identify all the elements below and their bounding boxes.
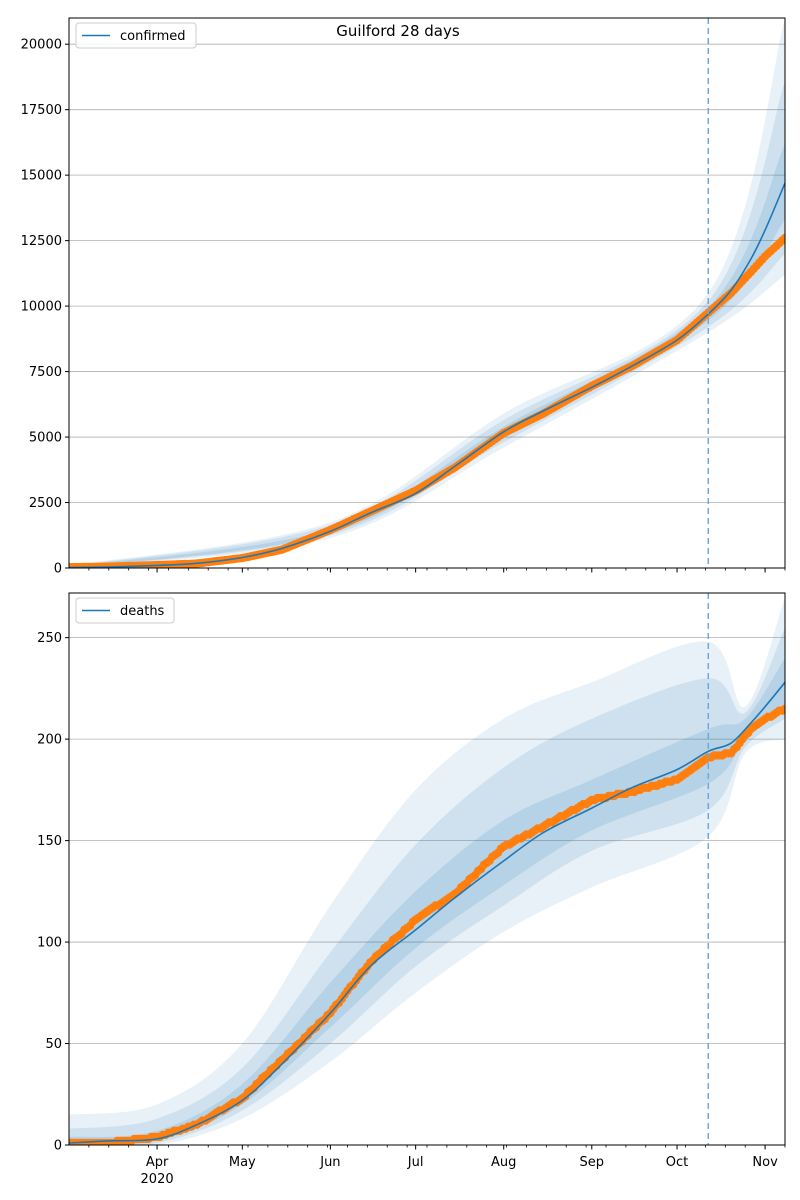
- y-tick-label: 7500: [29, 365, 62, 380]
- observed-series: [69, 233, 785, 568]
- y-tick-label: 10000: [21, 300, 62, 315]
- x-tick-label: Jul: [407, 1155, 424, 1170]
- confirmed-panel: 0 2500 5000 7500 10000 12500 15000 17500 20000 co…: [21, 17, 786, 577]
- plot-area: [69, 597, 785, 1145]
- y-tick-label: 15000: [21, 169, 62, 184]
- x-tick-label: Oct: [666, 1155, 688, 1170]
- uncertainty-band: [69, 80, 785, 568]
- observed-series: [69, 704, 785, 1145]
- y-tick-label: 250: [37, 631, 62, 646]
- y-tick-label: 12500: [21, 234, 62, 249]
- legend-label: confirmed: [120, 29, 186, 44]
- x-tick-label: Jun: [319, 1155, 340, 1170]
- y-tick-label: 2500: [29, 496, 62, 511]
- legend: deaths: [75, 597, 175, 624]
- y-tick-label: 200: [37, 733, 62, 748]
- legend: confirmed: [75, 22, 197, 49]
- uncertainty-band: [69, 143, 785, 568]
- x-tick-label: Apr: [146, 1155, 169, 1170]
- deaths-panel: 0 50 100 150 200 250 Apr 2020 May Jun Jul Aug Sep Oct…: [37, 592, 786, 1187]
- y-tick-label: 0: [54, 1139, 62, 1154]
- uncertainty-band: [69, 657, 785, 1145]
- uncertainty-band: [69, 627, 785, 1145]
- y-tick-label: 100: [37, 936, 62, 951]
- x-tick-label: Aug: [491, 1155, 516, 1170]
- observed-point: [780, 704, 785, 713]
- x-tick-label: Nov: [752, 1155, 778, 1170]
- y-tick-label: 50: [45, 1037, 62, 1052]
- x-tick-label: Sep: [580, 1155, 605, 1170]
- figure-title: Guilford 28 days: [336, 22, 460, 40]
- y-tick-label: 0: [54, 562, 62, 577]
- observed-point: [780, 233, 785, 243]
- x-tick-year-label: 2020: [141, 1172, 174, 1187]
- y-tick-label: 150: [37, 834, 62, 849]
- model-line: [69, 182, 785, 568]
- model-line: [69, 681, 785, 1144]
- legend-label: deaths: [120, 604, 165, 619]
- uncertainty-band: [69, 597, 785, 1145]
- x-tick-label: May: [229, 1155, 256, 1170]
- plot-area: [69, 18, 785, 568]
- y-tick-label: 5000: [29, 431, 62, 446]
- y-tick-label: 20000: [21, 38, 62, 53]
- y-tick-label: 17500: [21, 103, 62, 118]
